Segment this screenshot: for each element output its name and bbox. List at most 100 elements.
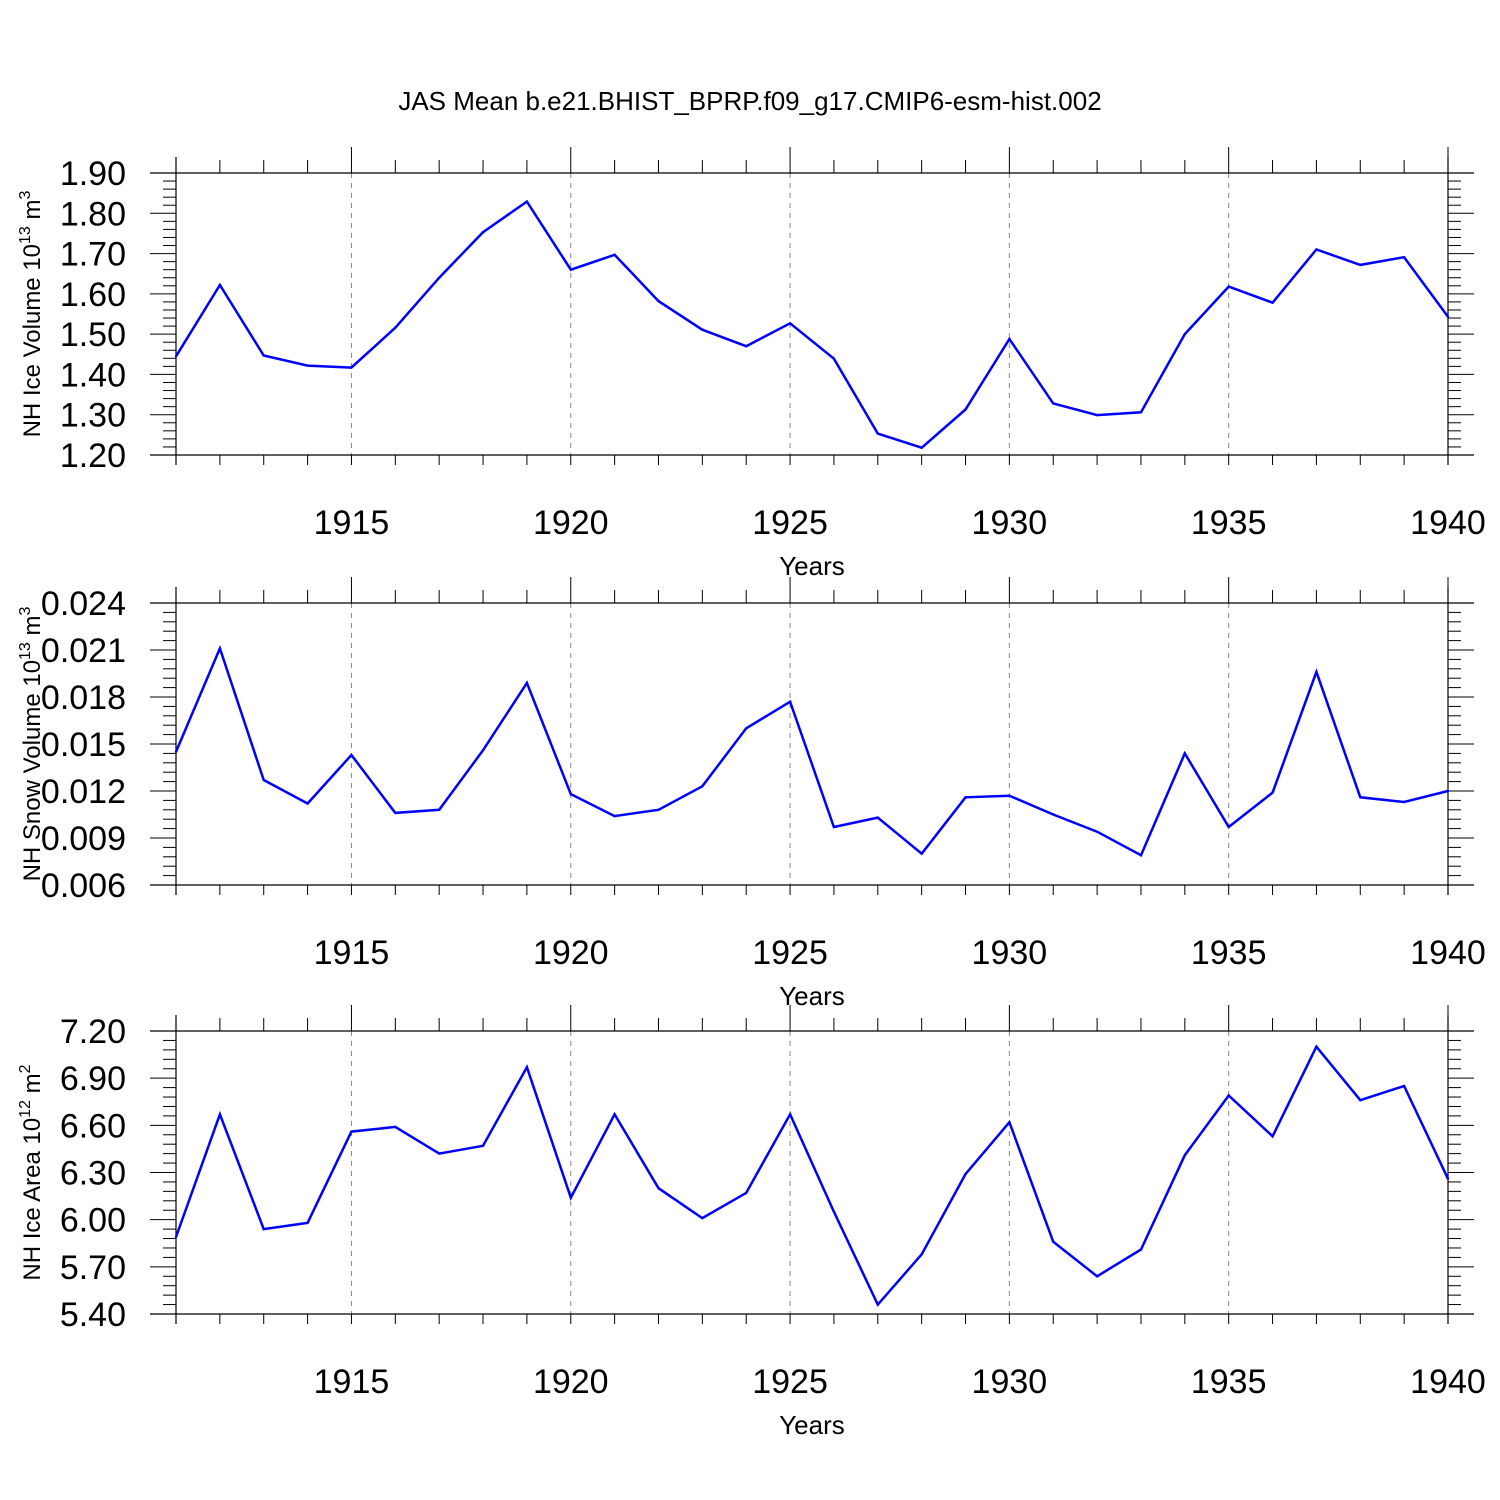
- x-tick-label: 1940: [1410, 504, 1486, 542]
- x-tick-label: 1915: [314, 1363, 390, 1401]
- data-point: [745, 1191, 748, 1195]
- data-point: [657, 808, 660, 811]
- data-point: [394, 811, 397, 815]
- series-line: [174, 1044, 1450, 1307]
- data-point: [964, 796, 967, 799]
- data-point: [1402, 800, 1406, 804]
- data-point: [1052, 1240, 1055, 1243]
- data-point: [745, 727, 748, 730]
- data-point: [1315, 248, 1318, 251]
- data-point: [1008, 794, 1011, 797]
- y-tick-label: 1.50: [60, 316, 126, 354]
- data-point: [1402, 1084, 1406, 1088]
- x-tick-label: 1925: [752, 1363, 828, 1401]
- data-point: [350, 753, 353, 757]
- data-point: [306, 802, 309, 805]
- data-point: [1446, 789, 1450, 793]
- x-tick-label: 1920: [533, 1363, 609, 1401]
- data-point: [394, 326, 397, 329]
- data-point: [262, 354, 265, 357]
- x-axis-label: Years: [779, 551, 845, 581]
- y-tick-label: 0.012: [41, 773, 126, 811]
- data-point: [350, 1130, 353, 1133]
- x-tick-label: 1920: [533, 934, 609, 972]
- data-point: [1139, 854, 1143, 857]
- data-point: [832, 1210, 836, 1214]
- data-point: [613, 814, 616, 818]
- data-point: [1402, 255, 1406, 259]
- data-point: [1008, 337, 1011, 341]
- data-point: [1183, 332, 1187, 336]
- data-point: [1008, 1120, 1011, 1124]
- y-tick-label: 0.015: [41, 726, 126, 764]
- data-point: [1315, 670, 1318, 674]
- data-point: [1183, 1154, 1187, 1157]
- y-tick-label: 7.20: [60, 1013, 126, 1051]
- data-point: [657, 1187, 660, 1190]
- data-point: [1095, 413, 1099, 417]
- panel-1: 1.201.301.401.501.601.701.801.90 1915 1920…: [17, 147, 1486, 581]
- data-point: [1315, 1045, 1318, 1048]
- y-tick-label: 1.40: [60, 356, 126, 394]
- y-tick-label: 5.40: [60, 1296, 126, 1334]
- data-point: [920, 1253, 923, 1256]
- y-tick-label: 0.006: [41, 867, 126, 905]
- y-tick-label: 0.009: [41, 820, 126, 858]
- x-tick-label: 1935: [1191, 934, 1267, 972]
- data-point: [1095, 1275, 1099, 1278]
- data-point: [437, 1152, 441, 1155]
- data-point: [437, 276, 441, 279]
- data-point: [1359, 796, 1362, 799]
- x-axis-label: Years: [779, 1410, 845, 1440]
- data-point: [701, 1216, 704, 1220]
- data-point: [1227, 285, 1230, 288]
- y-axis-label: NH Snow Volume 1013 m3: [17, 606, 46, 881]
- data-point: [218, 1113, 222, 1116]
- data-point: [920, 446, 923, 449]
- data-point: [262, 1227, 265, 1231]
- series-line: [174, 199, 1450, 450]
- data-point: [964, 408, 967, 411]
- y-tick-label: 1.60: [60, 276, 126, 314]
- data-point: [1227, 825, 1230, 829]
- data-point: [788, 322, 792, 325]
- y-axis-label: NH Ice Area 1012 m2: [17, 1064, 46, 1280]
- data-point: [525, 1065, 529, 1069]
- data-point: [876, 432, 879, 435]
- x-tick-label: 1915: [314, 504, 390, 542]
- data-point: [745, 345, 748, 348]
- data-point: [832, 825, 836, 829]
- x-axis-label: Years: [779, 981, 845, 1011]
- data-point: [788, 1113, 792, 1116]
- panel-3: 5.40 5.70 6.00 6.30 6.60 6.90 7.20 1915 1920 1925…: [17, 1005, 1486, 1440]
- panel-2: 0.006 0.009 0.012 0.015 0.018 0.021 0.024 1915 1…: [17, 577, 1486, 1011]
- y-tick-label: 1.30: [60, 397, 126, 435]
- data-point: [569, 792, 572, 796]
- data-point: [437, 808, 441, 811]
- data-point: [964, 1172, 967, 1176]
- y-tick-label: 1.70: [60, 236, 126, 274]
- y-tick-label: 1.20: [60, 437, 126, 475]
- data-point: [525, 681, 529, 685]
- data-point: [788, 700, 792, 703]
- y-tick-label: 1.80: [60, 195, 126, 233]
- data-point: [218, 283, 222, 287]
- data-point: [525, 200, 529, 203]
- x-tick-label: 1920: [533, 504, 609, 542]
- data-point: [1139, 411, 1143, 414]
- data-point: [1183, 752, 1187, 755]
- data-point: [569, 1196, 572, 1199]
- x-tick-label: 1925: [752, 934, 828, 972]
- data-point: [876, 1303, 879, 1306]
- data-point: [306, 364, 309, 367]
- data-point: [701, 328, 704, 331]
- data-point: [1446, 315, 1450, 319]
- data-point: [394, 1125, 397, 1129]
- data-point: [1359, 1098, 1362, 1102]
- x-tick-label: 1925: [752, 504, 828, 542]
- data-point: [306, 1221, 309, 1225]
- series-line: [174, 644, 1449, 857]
- data-point: [1139, 1248, 1143, 1251]
- x-tick-label: 1930: [972, 934, 1048, 972]
- y-tick-label: 6.90: [60, 1060, 126, 1098]
